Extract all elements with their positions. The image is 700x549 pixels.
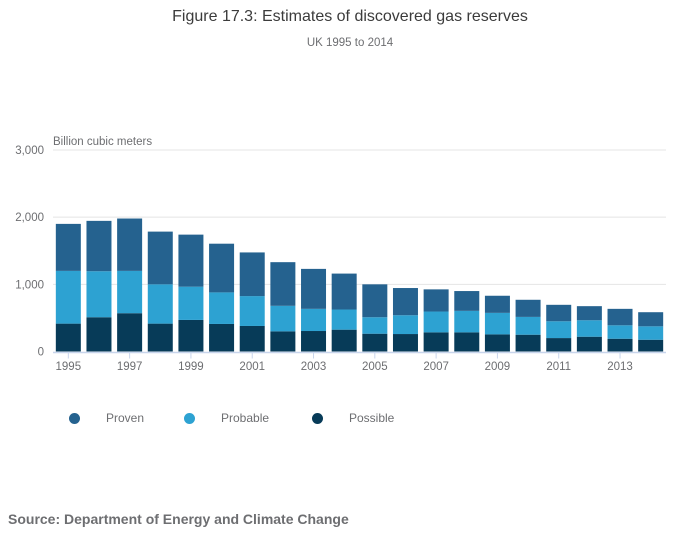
- x-tick-label: 1997: [117, 361, 143, 373]
- bar-segment-2000-probable[interactable]: [209, 292, 235, 324]
- y-tick-label: 0: [38, 347, 44, 359]
- bar-segment-2010-possible[interactable]: [515, 334, 541, 352]
- x-tick-label: 2011: [546, 361, 571, 373]
- y-tick-label: 2,000: [15, 212, 44, 224]
- bar-segment-2013-proven[interactable]: [607, 308, 633, 326]
- bar-segment-2012-proven[interactable]: [576, 306, 602, 321]
- bar-segment-2010-probable[interactable]: [515, 316, 541, 335]
- x-tick-label: 2009: [485, 361, 511, 373]
- bar-segment-2011-possible[interactable]: [546, 338, 572, 352]
- bar-segment-2002-probable[interactable]: [270, 305, 296, 332]
- proven-legend-dot-icon: [69, 412, 80, 424]
- bar-segment-2013-probable[interactable]: [607, 325, 633, 339]
- bar-segment-2004-proven[interactable]: [331, 273, 357, 310]
- probable-legend-dot-icon: [184, 412, 195, 424]
- bar-segment-1995-possible[interactable]: [55, 323, 81, 352]
- legend-label: Proven: [106, 411, 145, 425]
- bar-segment-2014-proven[interactable]: [638, 312, 664, 327]
- bar-segment-2002-proven[interactable]: [270, 262, 296, 306]
- bar-segment-2012-possible[interactable]: [576, 336, 602, 352]
- bar-segment-2011-proven[interactable]: [546, 304, 572, 322]
- page-title: Figure 17.3: Estimates of discovered gas…: [172, 8, 528, 25]
- x-tick-label: 2001: [239, 361, 265, 373]
- bar-segment-2012-probable[interactable]: [576, 320, 602, 337]
- bar-segment-1995-proven[interactable]: [55, 223, 81, 271]
- source-text: Source: Department of Energy and Climate…: [8, 511, 349, 527]
- bar-segment-2009-possible[interactable]: [484, 334, 510, 352]
- bar-segment-1996-probable[interactable]: [86, 271, 112, 318]
- bar-segment-2005-proven[interactable]: [362, 284, 388, 318]
- y-axis-unit-label: Billion cubic meters: [53, 136, 152, 148]
- bar-segment-2006-proven[interactable]: [392, 288, 418, 316]
- bar-segment-2009-probable[interactable]: [484, 312, 510, 335]
- bar-segment-2007-proven[interactable]: [423, 289, 449, 312]
- bar-segment-2010-proven[interactable]: [515, 299, 541, 317]
- bar-segment-2008-proven[interactable]: [454, 291, 480, 311]
- x-tick-label: 2013: [607, 361, 633, 373]
- bar-segment-2008-probable[interactable]: [454, 310, 480, 333]
- bar-segment-2003-possible[interactable]: [301, 331, 327, 352]
- bar-segment-1999-probable[interactable]: [178, 286, 204, 320]
- legend-label: Possible: [349, 411, 395, 425]
- bar-segment-2011-probable[interactable]: [546, 321, 572, 339]
- x-tick-label: 1999: [178, 361, 204, 373]
- bar-segment-2013-possible[interactable]: [607, 338, 633, 352]
- bar-segment-1997-proven[interactable]: [117, 218, 143, 271]
- bar-segment-2001-possible[interactable]: [239, 325, 265, 352]
- legend-item-proven[interactable]: Proven: [69, 408, 144, 428]
- bar-segment-1998-possible[interactable]: [147, 323, 173, 352]
- chart-legend: Proven Probable Possible: [0, 408, 700, 428]
- bar-segment-2006-probable[interactable]: [392, 315, 418, 335]
- bar-segment-2003-proven[interactable]: [301, 268, 327, 309]
- y-tick-label: 3,000: [15, 145, 44, 157]
- bar-segment-1999-possible[interactable]: [178, 319, 204, 352]
- bar-segment-1998-proven[interactable]: [147, 231, 173, 285]
- bar-segment-1996-proven[interactable]: [86, 220, 112, 272]
- x-tick-label: 2007: [423, 361, 449, 373]
- bar-segment-2008-possible[interactable]: [454, 332, 480, 352]
- page-subtitle: UK 1995 to 2014: [306, 37, 394, 49]
- bar-segment-1996-possible[interactable]: [86, 317, 112, 352]
- bar-segment-2004-probable[interactable]: [331, 309, 357, 330]
- legend-item-probable[interactable]: Probable: [184, 408, 269, 428]
- possible-legend-dot-icon: [312, 412, 323, 424]
- bar-segment-2005-possible[interactable]: [362, 333, 388, 352]
- y-tick-label: 1,000: [15, 279, 44, 291]
- legend-item-possible[interactable]: Possible: [312, 408, 394, 428]
- x-tick-label: 2005: [362, 361, 388, 373]
- bar-segment-2007-probable[interactable]: [423, 311, 449, 333]
- bar-segment-2001-probable[interactable]: [239, 296, 265, 326]
- bar-segment-2001-proven[interactable]: [239, 252, 265, 297]
- bar-segment-1997-possible[interactable]: [117, 313, 143, 352]
- bar-segment-2000-proven[interactable]: [209, 243, 235, 293]
- bar-segment-2003-probable[interactable]: [301, 308, 327, 332]
- bar-segment-1999-proven[interactable]: [178, 234, 204, 287]
- bar-segment-2009-proven[interactable]: [484, 295, 510, 313]
- legend-label: Probable: [221, 411, 270, 425]
- chart-svg: Billion cubic meters 0 1,000 2,000 3,000 199…: [15, 136, 666, 373]
- bar-segment-2014-probable[interactable]: [638, 326, 664, 340]
- bar-segment-1997-probable[interactable]: [117, 270, 143, 314]
- bar-segment-1995-probable[interactable]: [55, 270, 81, 324]
- chart-area: Billion cubic meters 0 1,000 2,000 3,000 199…: [0, 130, 700, 380]
- bar-segment-2007-possible[interactable]: [423, 332, 449, 352]
- bar-segment-2005-probable[interactable]: [362, 317, 388, 334]
- bar-segment-2014-possible[interactable]: [638, 339, 664, 352]
- bar-segment-2002-possible[interactable]: [270, 331, 296, 352]
- bar-segment-2004-possible[interactable]: [331, 329, 357, 352]
- bar-segment-2000-possible[interactable]: [209, 323, 235, 352]
- x-tick-label: 2003: [301, 361, 327, 373]
- bar-segment-2006-possible[interactable]: [392, 334, 418, 352]
- bar-segment-1998-probable[interactable]: [147, 284, 173, 324]
- x-tick-label: 1995: [56, 361, 82, 373]
